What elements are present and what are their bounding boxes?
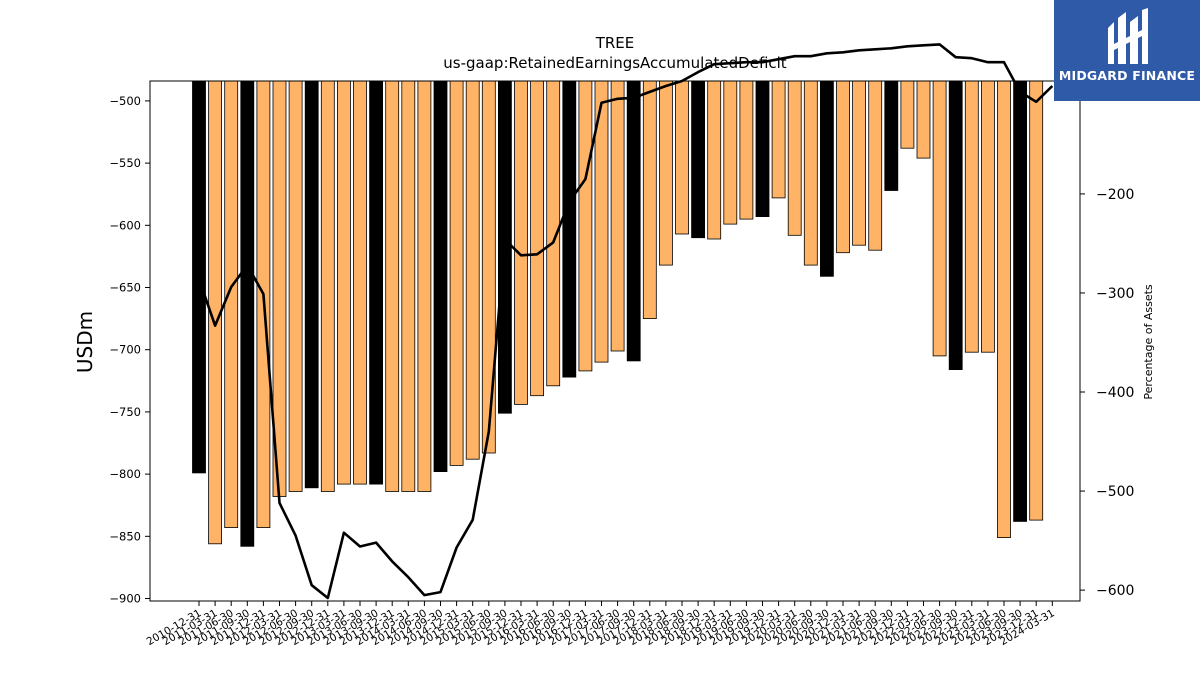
y-tick-label: −750 [109, 405, 141, 419]
bar-quarterly [514, 80, 528, 405]
bar-quarterly [401, 80, 416, 492]
chart-title: TREE [595, 34, 635, 52]
bar-quarterly [981, 80, 995, 353]
bar-quarterly [723, 80, 738, 225]
y2-axis: −100−200−300−400−500−600 [1080, 88, 1134, 599]
y2-tick-label: −600 [1096, 583, 1134, 599]
y-tick-label: −700 [109, 343, 141, 357]
bar-quarterly [578, 80, 593, 372]
bar-quarterly [675, 80, 689, 235]
bar-quarterly [224, 80, 239, 529]
bar-quarterly [417, 80, 432, 492]
y2-tick-label: −400 [1096, 385, 1134, 401]
bar-annual [948, 80, 963, 371]
y-axis-label: USDm [73, 311, 97, 373]
bar-quarterly [916, 80, 931, 159]
bar-annual [192, 80, 206, 474]
chart-subtitle: us-gaap:RetainedEarningsAccumulatedDefic… [443, 54, 787, 72]
percentage-line [197, 43, 1054, 600]
bar-quarterly [336, 80, 351, 485]
bar-quarterly [836, 80, 850, 254]
bar-quarterly [852, 80, 866, 246]
midgard-logo-icon [1108, 8, 1148, 64]
bar-annual [691, 80, 705, 239]
plot-frame [149, 80, 1081, 602]
line-group [197, 43, 1054, 600]
bar-quarterly [739, 80, 754, 220]
y-tick-label: −500 [109, 94, 141, 108]
bar-annual [369, 80, 384, 485]
y2-tick-label: −300 [1096, 286, 1134, 302]
y-axis: −500 −550 −600 −650 −700 −750 −800 −850 −900 [109, 94, 150, 606]
x-axis: 2010-12-312011-03-312011-06-302011-09-30… [145, 601, 1057, 648]
bar-quarterly [997, 80, 1011, 539]
bar-quarterly [530, 80, 544, 397]
bar-quarterly [353, 80, 367, 485]
bar-quarterly [610, 80, 625, 352]
bar-quarterly [320, 80, 335, 492]
bar-annual [884, 80, 899, 191]
bar-quarterly [465, 80, 480, 460]
bar-annual [1013, 80, 1027, 522]
bar-annual [820, 80, 834, 277]
bar-quarterly [771, 80, 786, 199]
bar-annual [755, 80, 770, 218]
y-tick-label: −800 [109, 467, 141, 481]
brand-name: MIDGARD FINANCE [1058, 68, 1196, 83]
y2-tick-label: −200 [1096, 187, 1134, 203]
bar-annual [626, 80, 641, 362]
bar-annual [240, 80, 255, 547]
bar-annual [433, 80, 448, 473]
y-tick-label: −550 [109, 156, 141, 170]
bar-quarterly [659, 80, 673, 266]
y-tick-label: −650 [109, 281, 141, 295]
y2-tick-label: −500 [1096, 484, 1134, 500]
bar-annual [304, 80, 319, 489]
bar-quarterly [932, 80, 947, 357]
bar-quarterly [642, 80, 657, 320]
bar-quarterly [787, 80, 802, 236]
y2-axis-label: Percentage of Assets [1142, 284, 1155, 400]
bar-quarterly [707, 80, 722, 240]
bar-quarterly [868, 80, 883, 251]
bar-quarterly [481, 80, 496, 454]
bar-quarterly [803, 80, 818, 266]
bar-quarterly [288, 80, 303, 492]
bars-group [192, 80, 1044, 547]
y-tick-label: −900 [109, 592, 141, 606]
bar-quarterly [385, 80, 400, 492]
bar-quarterly [964, 80, 979, 353]
bar-quarterly [900, 80, 915, 149]
y-tick-label: −600 [109, 218, 141, 232]
bar-quarterly [1029, 80, 1044, 521]
bar-annual [562, 80, 577, 378]
bar-quarterly [449, 80, 464, 466]
brand-logo: MIDGARD FINANCE [1054, 0, 1200, 101]
y-tick-label: −850 [109, 529, 141, 543]
